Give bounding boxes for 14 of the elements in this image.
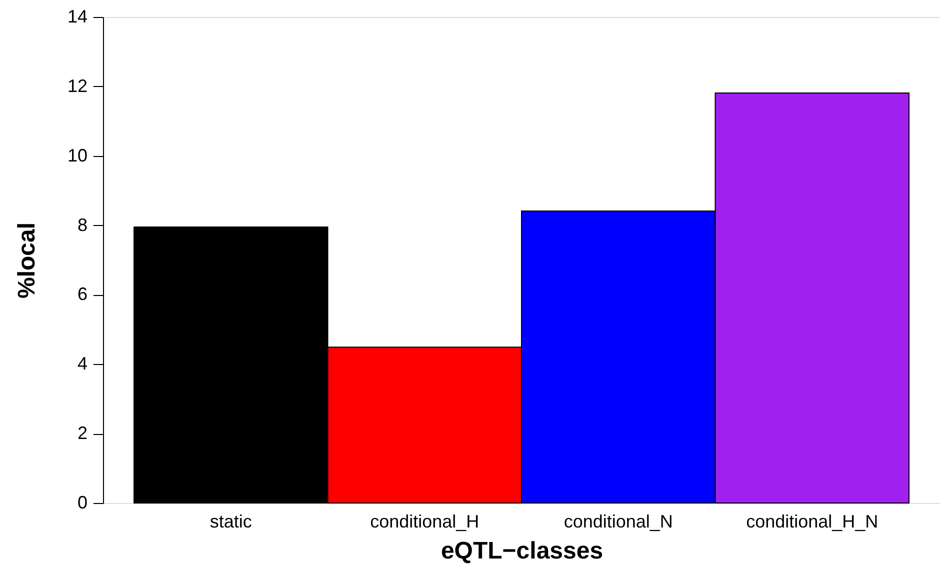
y-tick-label: 14 <box>67 6 88 26</box>
x-tick-label: static <box>210 512 252 532</box>
y-tick-label: 12 <box>67 76 88 96</box>
x-axis-title: eQTL−classes <box>440 538 604 564</box>
y-tick-label: 2 <box>77 423 88 444</box>
y-tick-label: 4 <box>77 354 88 374</box>
y-tick-label: 10 <box>67 145 88 166</box>
y-tick-label: 0 <box>77 492 88 512</box>
y-axis-title: %local <box>13 222 40 299</box>
x-tick-label: conditional_H <box>370 512 480 532</box>
x-tick-label: conditional_H_N <box>746 512 878 532</box>
y-tick-label: 6 <box>77 284 88 304</box>
x-tick-label: conditional_N <box>564 512 673 532</box>
y-tick-label: 8 <box>77 214 88 235</box>
